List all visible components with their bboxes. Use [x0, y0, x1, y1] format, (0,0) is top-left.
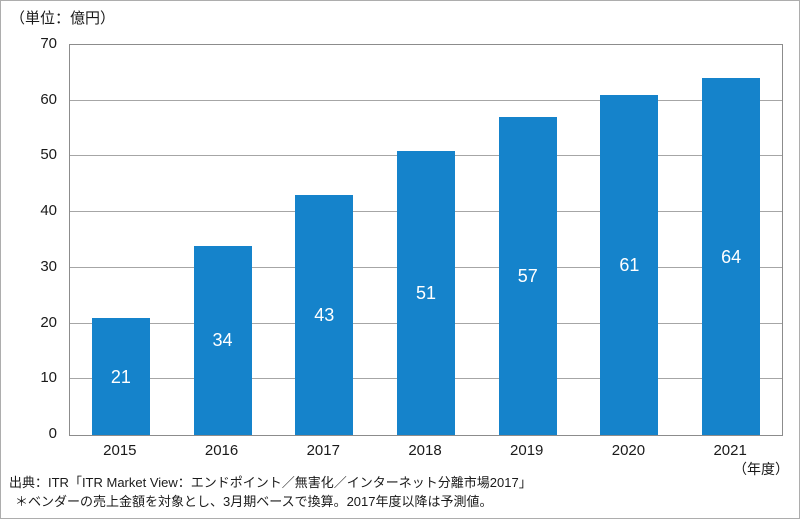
note-line: ＊ベンダーの売上金額を対象とし、3月期ベースで換算。2017年度以降は予測値。 — [15, 494, 493, 509]
x-tick-label: 2016 — [204, 442, 239, 459]
y-tick-label: 20 — [40, 313, 57, 331]
y-tick-label: 0 — [48, 425, 57, 442]
plot-area: 21 34 43 51 57 61 64 — [69, 44, 783, 436]
y-tick-label: 50 — [40, 146, 57, 164]
bar-value-label: 64 — [721, 246, 742, 267]
bar-value-label: 34 — [212, 330, 233, 351]
x-tick-label: 2015 — [103, 442, 137, 459]
x-tick-label: 2019 — [510, 442, 544, 459]
bar-value-label: 43 — [314, 305, 335, 326]
x-axis-unit-label: （年度） — [733, 461, 789, 477]
x-tick-label: 2021 — [713, 442, 747, 459]
bar-2020: 61 — [600, 95, 659, 435]
bar-2019: 57 — [498, 117, 557, 435]
bar-value-label: 61 — [619, 255, 640, 276]
y-tick-label: 60 — [40, 90, 57, 108]
source-note-block: 出典：ITR「ITR Market View：エンドポイント／無害化／インターネ… — [9, 473, 791, 511]
bar-value-label: 57 — [517, 266, 538, 287]
x-tick-label: 2018 — [408, 442, 442, 459]
bar-2016: 34 — [193, 245, 252, 435]
bar-2015: 21 — [91, 318, 150, 435]
x-tick-label: 2020 — [611, 442, 646, 459]
source-line: 出典：ITR「ITR Market View：エンドポイント／無害化／インターネ… — [9, 475, 532, 490]
bar-value-label: 21 — [110, 366, 131, 387]
bar-value-label: 51 — [415, 282, 437, 303]
bar-2017: 43 — [295, 195, 354, 435]
y-tick-label: 10 — [40, 369, 57, 387]
y-tick-label: 70 — [40, 35, 57, 52]
y-tick-label: 40 — [40, 202, 57, 220]
gridline — [70, 99, 782, 101]
y-axis-unit-label: （単位：億円） — [10, 10, 116, 27]
bar-2018: 51 — [397, 150, 455, 435]
bar-2021: 64 — [702, 78, 761, 435]
y-tick-label: 30 — [40, 257, 57, 275]
x-tick-label: 2017 — [306, 442, 340, 459]
